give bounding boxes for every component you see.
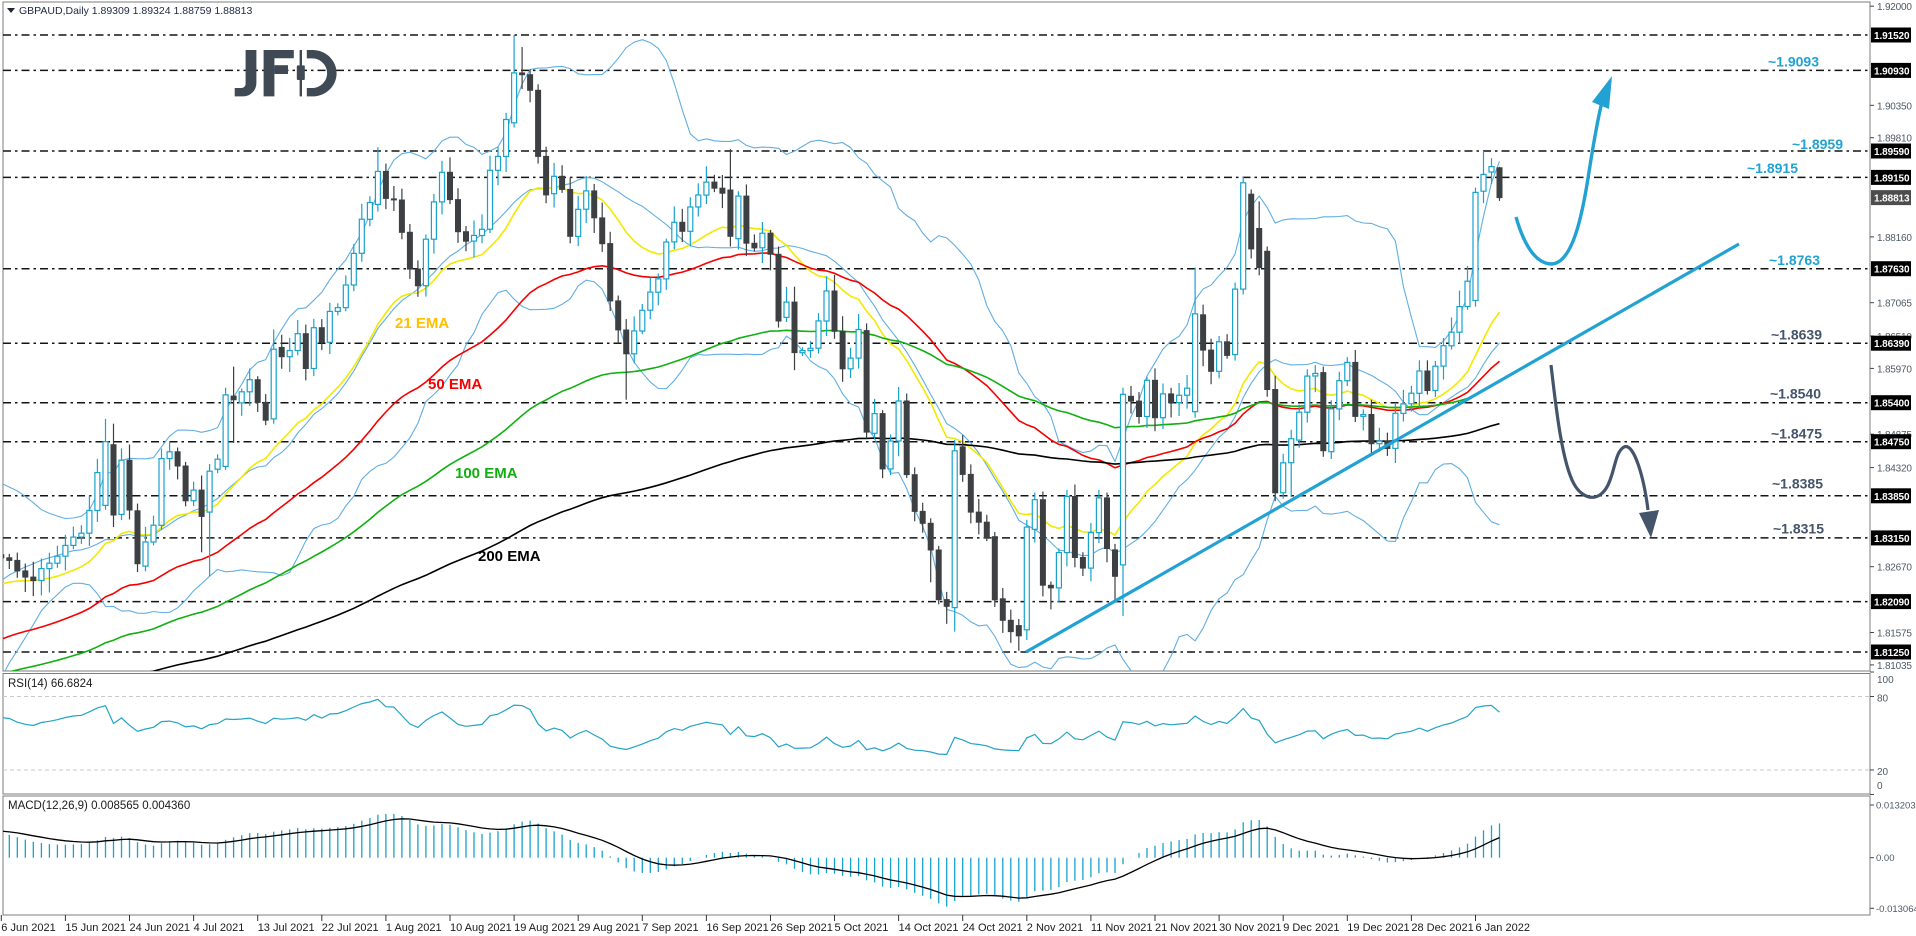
- svg-text:1.83150: 1.83150: [1874, 534, 1910, 545]
- svg-text:26 Sep 2021: 26 Sep 2021: [771, 922, 833, 934]
- svg-text:1.89810: 1.89810: [1877, 134, 1912, 145]
- svg-text:1.85970: 1.85970: [1877, 364, 1912, 375]
- svg-text:11 Nov 2021: 11 Nov 2021: [1091, 922, 1153, 934]
- svg-text:16 Sep 2021: 16 Sep 2021: [706, 922, 768, 934]
- svg-text:80: 80: [1877, 694, 1889, 705]
- svg-text:21 Nov 2021: 21 Nov 2021: [1155, 922, 1217, 934]
- svg-text:7 Sep 2021: 7 Sep 2021: [642, 922, 698, 934]
- svg-text:1.84320: 1.84320: [1877, 464, 1912, 475]
- svg-text:0.013203: 0.013203: [1876, 801, 1916, 812]
- svg-text:100: 100: [1877, 675, 1894, 686]
- svg-text:~1.8315: ~1.8315: [1773, 521, 1824, 537]
- svg-text:-0.013064: -0.013064: [1876, 904, 1916, 915]
- svg-text:1.86390: 1.86390: [1874, 339, 1910, 350]
- svg-text:1.87630: 1.87630: [1874, 265, 1910, 276]
- svg-text:28 Dec 2021: 28 Dec 2021: [1411, 922, 1473, 934]
- svg-text:~1.8475: ~1.8475: [1771, 426, 1822, 442]
- svg-text:24 Jun 2021: 24 Jun 2021: [130, 922, 191, 934]
- svg-text:1.91520: 1.91520: [1874, 31, 1910, 42]
- svg-text:1.89150: 1.89150: [1874, 173, 1910, 184]
- svg-text:1.87065: 1.87065: [1877, 299, 1912, 310]
- svg-text:9 Dec 2021: 9 Dec 2021: [1283, 922, 1339, 934]
- svg-text:1.81575: 1.81575: [1877, 629, 1912, 640]
- svg-text:1.85400: 1.85400: [1874, 399, 1910, 410]
- svg-text:29 Aug 2021: 29 Aug 2021: [578, 922, 640, 934]
- svg-text:100 EMA: 100 EMA: [455, 465, 518, 482]
- svg-text:10 Aug 2021: 10 Aug 2021: [450, 922, 512, 934]
- svg-text:4 Jul 2021: 4 Jul 2021: [194, 922, 245, 934]
- svg-text:1.90350: 1.90350: [1877, 101, 1912, 112]
- svg-text:1.83850: 1.83850: [1874, 492, 1910, 503]
- svg-text:1.89590: 1.89590: [1874, 147, 1910, 158]
- svg-text:~1.9093: ~1.9093: [1768, 54, 1819, 70]
- svg-text:24 Oct 2021: 24 Oct 2021: [963, 922, 1023, 934]
- svg-text:19 Aug 2021: 19 Aug 2021: [514, 922, 576, 934]
- svg-text:15 Jun 2021: 15 Jun 2021: [65, 922, 126, 934]
- svg-text:GBPAUD,Daily 1.89309 1.89324: GBPAUD,Daily 1.89309 1.89324 1.88759 1.8…: [19, 5, 252, 17]
- svg-text:1.81250: 1.81250: [1874, 648, 1910, 659]
- svg-text:MACD(12,26,9) 0.008565 0.00436: MACD(12,26,9) 0.008565 0.004360: [8, 800, 190, 812]
- svg-text:19 Dec 2021: 19 Dec 2021: [1347, 922, 1409, 934]
- svg-text:13 Jul 2021: 13 Jul 2021: [258, 922, 315, 934]
- svg-text:~1.8385: ~1.8385: [1772, 476, 1823, 492]
- svg-text:~1.8639: ~1.8639: [1771, 327, 1822, 343]
- svg-text:~1.8915: ~1.8915: [1747, 160, 1798, 176]
- svg-text:14 Oct 2021: 14 Oct 2021: [899, 922, 959, 934]
- svg-text:2 Nov 2021: 2 Nov 2021: [1027, 922, 1083, 934]
- svg-text:0.00: 0.00: [1876, 853, 1895, 864]
- svg-text:1.92000: 1.92000: [1877, 2, 1912, 13]
- svg-text:5 Oct 2021: 5 Oct 2021: [835, 922, 889, 934]
- svg-text:1.88160: 1.88160: [1877, 233, 1912, 244]
- svg-text:RSI(14) 66.6824: RSI(14) 66.6824: [8, 678, 93, 690]
- svg-text:~1.8763: ~1.8763: [1769, 252, 1820, 268]
- svg-text:50 EMA: 50 EMA: [428, 376, 482, 393]
- svg-text:20: 20: [1877, 767, 1889, 778]
- svg-text:~1.8959: ~1.8959: [1792, 136, 1843, 152]
- svg-text:200 EMA: 200 EMA: [478, 548, 541, 565]
- svg-text:1.82090: 1.82090: [1874, 598, 1910, 609]
- svg-text:30 Nov 2021: 30 Nov 2021: [1219, 922, 1281, 934]
- svg-text:1.82670: 1.82670: [1877, 563, 1912, 574]
- svg-text:1.81035: 1.81035: [1877, 661, 1912, 672]
- svg-text:6 Jan 2022: 6 Jan 2022: [1476, 922, 1530, 934]
- svg-text:1.84750: 1.84750: [1874, 438, 1910, 449]
- svg-text:~1.8540: ~1.8540: [1770, 386, 1821, 402]
- svg-text:1 Aug 2021: 1 Aug 2021: [386, 922, 442, 934]
- svg-text:22 Jul 2021: 22 Jul 2021: [322, 922, 379, 934]
- svg-text:0: 0: [1877, 781, 1883, 792]
- svg-text:6 Jun 2021: 6 Jun 2021: [1, 922, 55, 934]
- svg-text:1.88813: 1.88813: [1874, 194, 1910, 205]
- svg-text:21 EMA: 21 EMA: [395, 315, 449, 332]
- svg-text:1.90930: 1.90930: [1874, 66, 1910, 77]
